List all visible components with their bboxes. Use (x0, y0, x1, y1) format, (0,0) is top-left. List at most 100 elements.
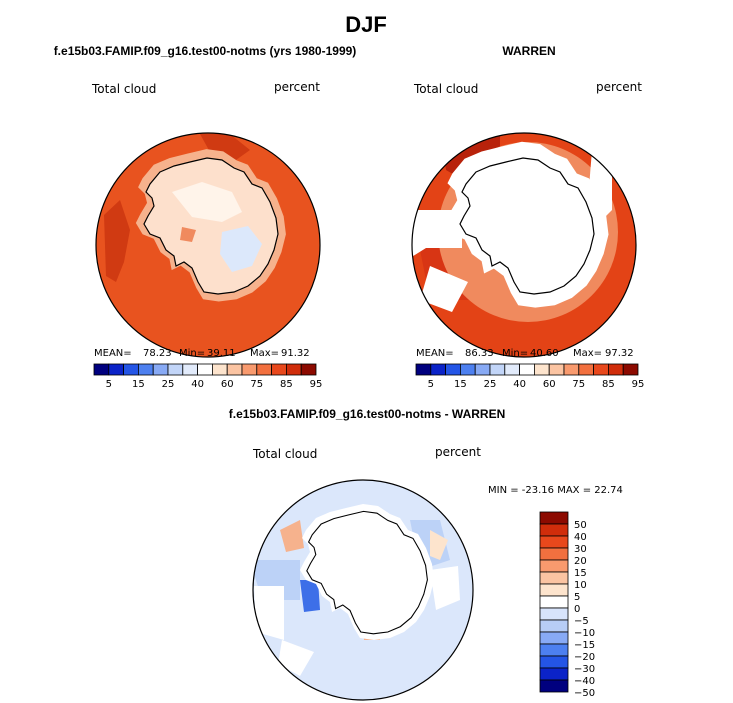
model-colorbar-swatch (285, 363, 302, 376)
model-max-label: Max= (250, 348, 279, 359)
panel-obs-stats: MEAN= 86.33 Min= 40.60 Max= 97.32 (416, 348, 634, 359)
diff-colorbar-swatch (539, 595, 569, 609)
obs-polar-map (411, 132, 637, 358)
model-mean-value: 78.23 (143, 348, 172, 359)
obs-max-label: Max= (573, 348, 602, 359)
panel-diff-variable-label: Total cloud (252, 447, 317, 461)
model-colorbar-swatch (108, 363, 125, 376)
diff-colorbar-swatch (539, 559, 569, 573)
model-colorbar-swatch (182, 363, 199, 376)
model-min-label: Min= (179, 348, 205, 359)
obs-colorbar-tick-label: 75 (572, 379, 585, 390)
panel-model-subtitle: f.e15b03.FAMIP.f09_g16.test00-notms (yrs… (54, 44, 357, 58)
obs-colorbar-tick-label: 85 (602, 379, 615, 390)
model-colorbar: 5 15 25 40 60 75 85 95 (93, 363, 323, 390)
model-polar-map (95, 132, 321, 358)
obs-colorbar-swatch (534, 363, 550, 376)
diff-colorbar-tick-label: 40 (574, 532, 587, 543)
model-min-value: 39.11 (207, 348, 236, 359)
obs-colorbar-tick-label: 40 (513, 379, 526, 390)
obs-colorbar-swatch (608, 363, 624, 376)
diff-colorbar-swatch (539, 655, 569, 669)
diff-colorbar-tick-label: 30 (574, 544, 587, 555)
diff-colorbar-swatch (539, 535, 569, 549)
obs-colorbar-swatch (459, 363, 476, 376)
panel-diff-subtitle: f.e15b03.FAMIP.f09_g16.test00-notms - WA… (229, 407, 506, 421)
diff-colorbar-tick-label: 0 (574, 604, 580, 615)
obs-colorbar: 5 15 25 40 60 75 85 95 (415, 363, 645, 390)
model-dark-sector (104, 200, 130, 282)
model-colorbar-tick-label: 95 (310, 379, 323, 390)
diff-positive-east (430, 530, 448, 560)
diff-colorbar-tick-label: −30 (574, 664, 595, 675)
obs-colorbar-tick-label: 15 (454, 379, 467, 390)
model-colorbar-tick-label: 5 (106, 379, 112, 390)
panel-diff-units-label: percent (435, 445, 481, 459)
diff-colorbar-swatch (539, 571, 569, 585)
model-colorbar-swatch (137, 363, 154, 376)
obs-colorbar-swatch (548, 363, 565, 376)
model-colorbar-tick-label: 40 (191, 379, 204, 390)
diff-strong-negative (300, 580, 320, 612)
obs-map-border (411, 132, 637, 358)
obs-colorbar-swatch (489, 363, 506, 376)
obs-missing-southwest (420, 266, 468, 312)
model-colorbar-tick-label: 25 (162, 379, 175, 390)
diff-colorbar-swatch (539, 619, 569, 633)
diff-colorbar-tick-label: 20 (574, 556, 587, 567)
panel-diff-stats: MIN = -23.16 MAX = 22.74 (488, 485, 623, 496)
obs-colorbar-swatch (415, 363, 432, 376)
model-colorbar-swatch (123, 363, 139, 376)
diff-missing-southwest (278, 640, 314, 676)
diff-positive-west (280, 520, 304, 552)
diff-colorbar-swatch (539, 523, 569, 537)
obs-mean-value: 86.33 (465, 348, 494, 359)
obs-colorbar-swatch (622, 363, 639, 376)
diff-map-border (252, 479, 474, 701)
model-colorbar-swatch (241, 363, 258, 376)
model-colorbar-tick-label: 15 (132, 379, 145, 390)
diff-colorbar-tick-label: 15 (574, 568, 587, 579)
obs-min-label: Min= (502, 348, 528, 359)
model-colorbar-tick-label: 60 (221, 379, 234, 390)
obs-colorbar-swatch (474, 363, 491, 376)
diff-colorbar-swatch (539, 547, 569, 561)
diff-colorbar-tick-label: −5 (574, 616, 589, 627)
model-orange-patch (180, 227, 196, 242)
obs-max-value: 97.32 (605, 348, 634, 359)
diff-missing-east (430, 566, 460, 610)
diff-colorbar-swatch (539, 607, 569, 621)
model-colorbar-swatch (211, 363, 228, 376)
model-colorbar-tick-label: 75 (250, 379, 263, 390)
obs-colorbar-tick-label: 5 (428, 379, 434, 390)
diff-colorbar-tick-label: 50 (574, 520, 587, 531)
model-max-value: 91.32 (281, 348, 310, 359)
panel-model-units-label: percent (274, 80, 320, 94)
obs-colorbar-swatch (445, 363, 461, 376)
diff-colorbar-swatch (539, 583, 569, 597)
obs-mean-label: MEAN= (416, 348, 454, 359)
obs-colorbar-swatch (578, 363, 594, 376)
panel-obs-variable-label: Total cloud (413, 82, 478, 96)
diff-polar-map (252, 479, 474, 701)
diff-colorbar-tick-label: −15 (574, 640, 595, 651)
obs-colorbar-tick-label: 95 (632, 379, 645, 390)
diff-colorbar-tick-label: −40 (574, 676, 595, 687)
panel-obs-units-label: percent (596, 80, 642, 94)
model-colorbar-swatch (226, 363, 243, 376)
obs-colorbar-swatch (504, 363, 520, 376)
model-colorbar-swatch (167, 363, 184, 376)
model-colorbar-swatch (93, 363, 110, 376)
diff-colorbar-swatch (539, 679, 569, 693)
model-colorbar-swatch (197, 363, 213, 376)
diff-colorbar-tick-label: −50 (574, 688, 595, 699)
diff-missing-west (254, 586, 284, 640)
panel-model-stats: MEAN= 78.23 Min= 39.11 Max= 91.32 (94, 348, 310, 359)
obs-colorbar-tick-label: 60 (543, 379, 556, 390)
panel-model-variable-label: Total cloud (91, 82, 156, 96)
obs-colorbar-tick-label: 25 (484, 379, 497, 390)
diff-colorbar-swatch (539, 511, 569, 525)
diff-colorbar-tick-label: 5 (574, 592, 580, 603)
